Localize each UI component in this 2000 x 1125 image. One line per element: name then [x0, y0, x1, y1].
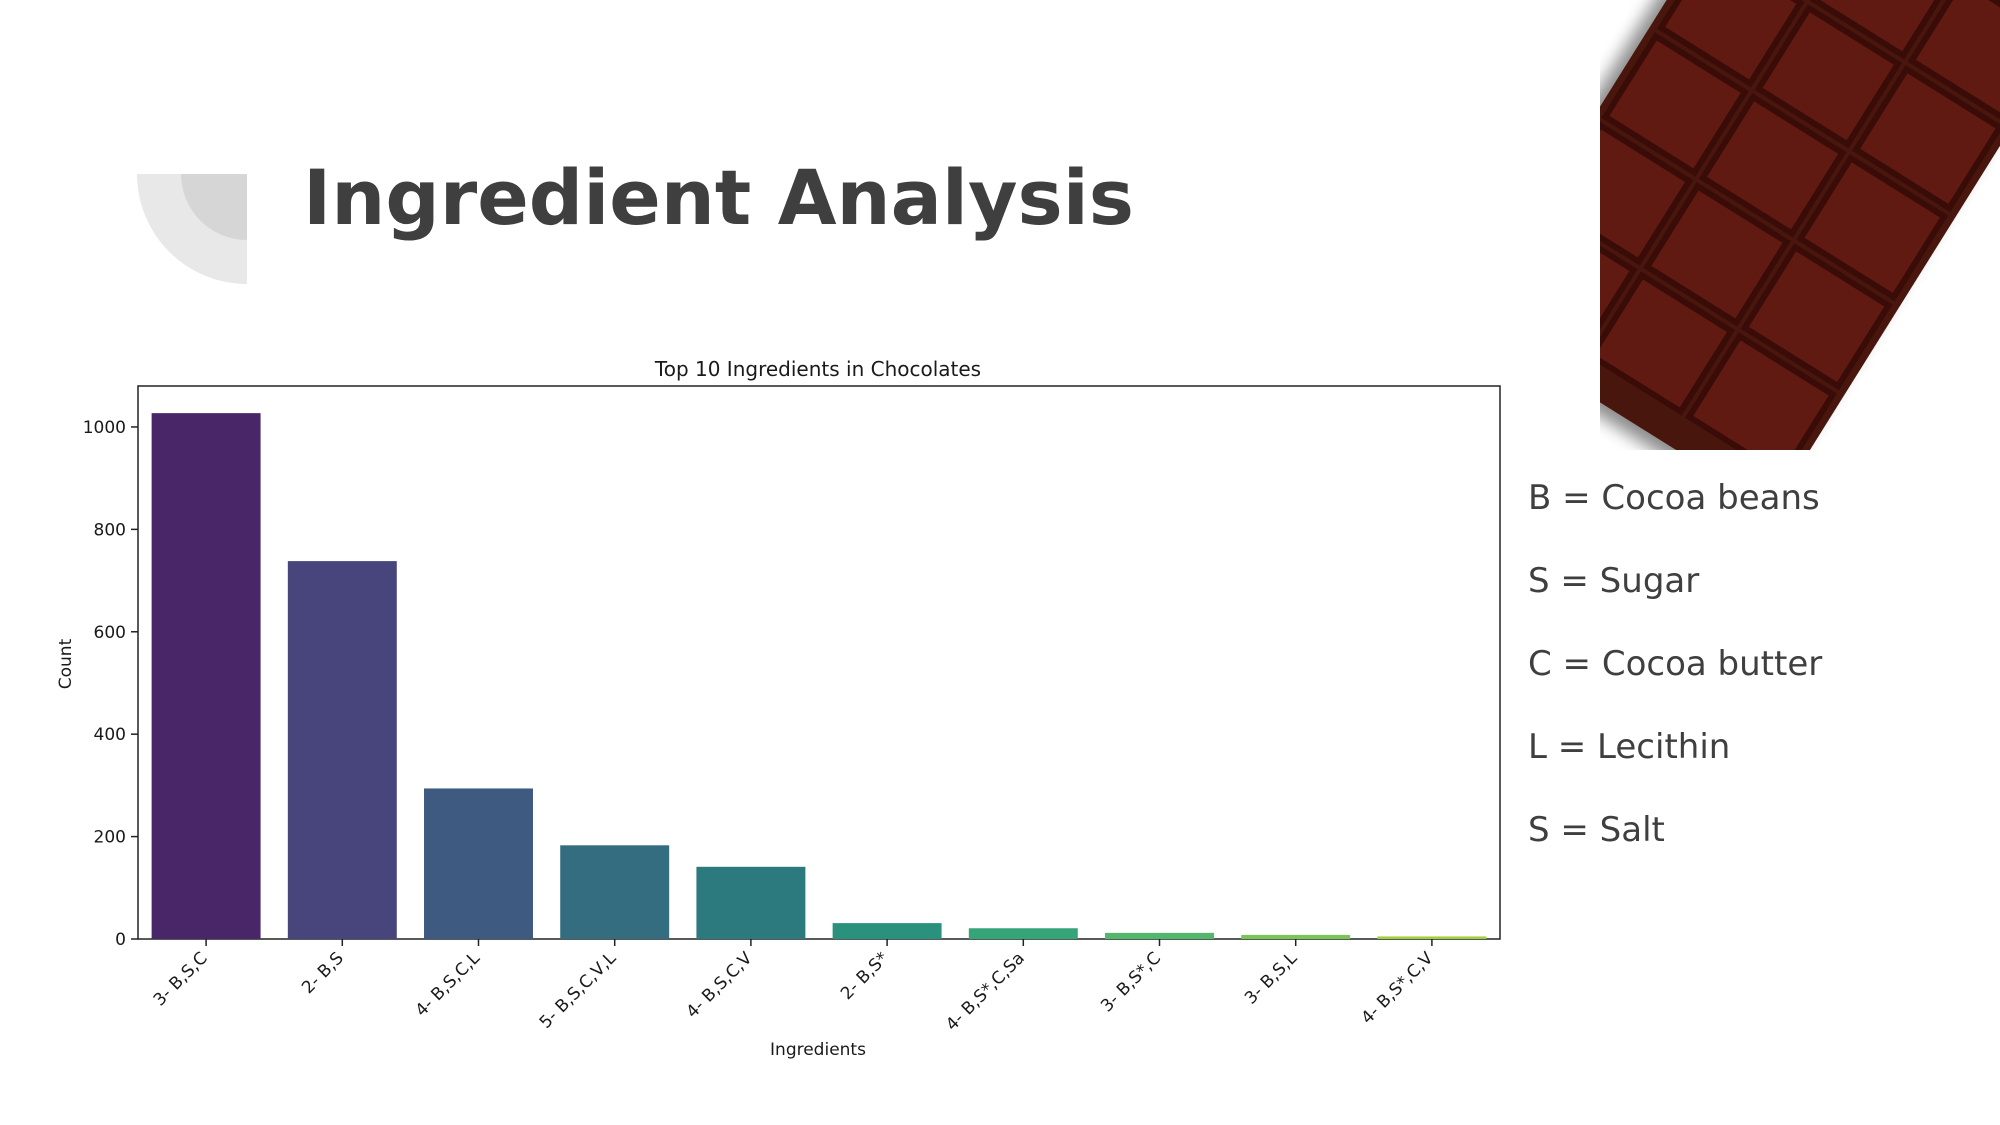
x-tick-label: 3- B,S*,C: [1097, 948, 1165, 1016]
legend-item: S = Salt: [1528, 810, 1665, 850]
bar: [832, 923, 942, 939]
page-title: Ingredient Analysis: [303, 153, 1135, 242]
y-tick-label: 600: [94, 623, 126, 643]
bar-chart: Top 10 Ingredients in Chocolates 0 200 400…: [56, 357, 1501, 1060]
x-tick-label: 3- B,S,L: [1241, 948, 1302, 1009]
bar: [287, 561, 397, 939]
legend-item: C = Cocoa butter: [1528, 644, 1823, 684]
x-tick-label: 4- B,S,C,V: [683, 948, 757, 1022]
y-axis: 0 200 400 600 800 1000: [83, 418, 138, 950]
x-tick-label: 4- B,S,C,L: [412, 948, 485, 1021]
bar: [968, 928, 1078, 939]
bar: [696, 866, 806, 939]
y-tick-label: 200: [94, 828, 126, 848]
bars: [151, 413, 1487, 940]
bar: [1105, 932, 1214, 939]
legend-item: L = Lecithin: [1528, 727, 1731, 767]
bar: [424, 788, 533, 939]
y-tick-label: 1000: [83, 418, 126, 438]
y-axis-label: Count: [56, 638, 76, 689]
x-axis-label: Ingredients: [770, 1040, 866, 1060]
chart-title: Top 10 Ingredients in Chocolates: [654, 357, 981, 381]
x-axis: 3- B,S,C 2- B,S 4- B,S,C,L 5- B,S,C,V,L 4- B…: [150, 939, 1438, 1035]
bar: [151, 413, 261, 940]
x-tick-label: 5- B,S,C,V,L: [536, 948, 621, 1033]
x-tick-label: 4- B,S*,C,V: [1358, 948, 1438, 1028]
y-tick-label: 0: [115, 930, 126, 950]
plot-frame: [137, 385, 1501, 940]
legend-item: B = Cocoa beans: [1528, 478, 1820, 518]
ingredient-legend: B = Cocoa beans S = Sugar C = Cocoa butt…: [1528, 478, 1822, 893]
chocolate-bar-image: [1600, 0, 2000, 450]
y-tick-label: 800: [94, 520, 126, 540]
x-tick-label: 4- B,S*,C,Sa: [942, 948, 1029, 1035]
x-tick-label: 3- B,S,C: [150, 948, 212, 1010]
y-tick-label: 400: [94, 725, 126, 745]
x-tick-label: 2- B,S*: [837, 948, 893, 1004]
bar: [1377, 936, 1487, 939]
bar: [1241, 934, 1351, 939]
x-tick-label: 2- B,S: [298, 948, 348, 998]
bar: [560, 845, 670, 939]
legend-item: S = Sugar: [1528, 561, 1700, 601]
decorative-quarter-circle: [137, 174, 247, 284]
